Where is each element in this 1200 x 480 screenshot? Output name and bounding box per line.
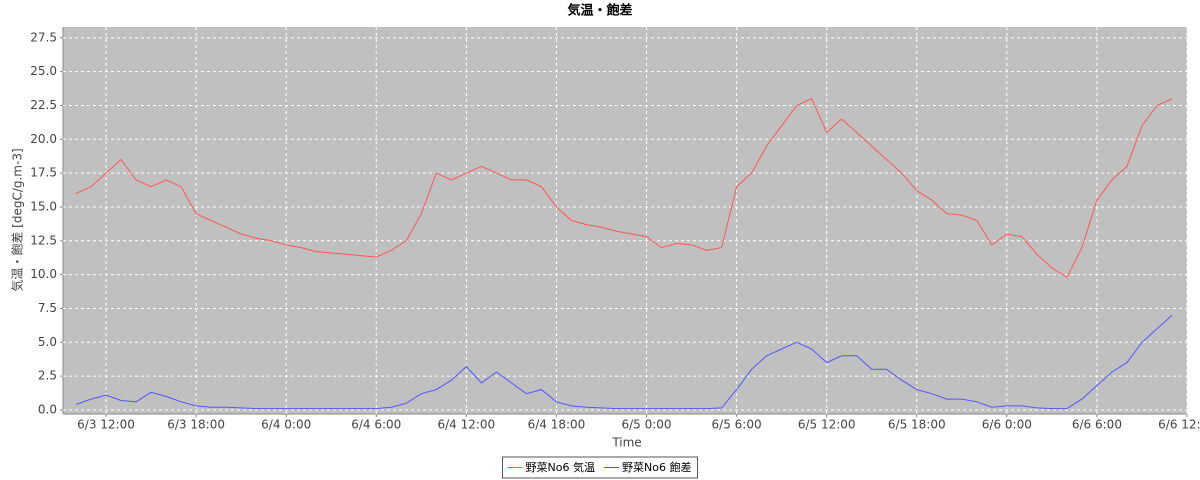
- x-tick-label: 6/4 0:00: [261, 418, 311, 432]
- x-tick-label: 6/4 12:00: [437, 418, 495, 432]
- y-axis-label: 気温・飽差 [degC/g.m-3]: [10, 148, 25, 291]
- y-tick-label: 5.0: [38, 335, 57, 349]
- legend-label: 野菜No6 飽差: [622, 460, 691, 474]
- y-tick-label: 2.5: [38, 369, 57, 383]
- x-tick-label: 6/5 0:00: [621, 418, 671, 432]
- y-tick-label: 22.5: [30, 98, 57, 112]
- data-line: [75, 314, 1173, 410]
- y-tick-label: 27.5: [30, 30, 57, 44]
- x-tick-label: 6/4 18:00: [528, 418, 586, 432]
- x-tick-label: 6/5 12:00: [798, 418, 856, 432]
- x-tick-label: 6/4 6:00: [351, 418, 401, 432]
- y-tick-label: 0.0: [38, 402, 57, 416]
- data-line: [75, 98, 1173, 279]
- x-tick-label: 6/3 12:00: [77, 418, 135, 432]
- x-tick-label: 6/5 18:00: [888, 418, 946, 432]
- x-tick-label: 6/6 12:00: [1158, 418, 1200, 432]
- legend-box: [502, 456, 698, 479]
- x-tick-label: 6/6 0:00: [982, 418, 1032, 432]
- x-tick-label: 6/6 6:00: [1072, 418, 1122, 432]
- y-tick-label: 15.0: [30, 199, 57, 213]
- x-axis-label: Time: [611, 436, 641, 450]
- plot-area: [63, 27, 1187, 414]
- legend-label: 野菜No6 気温: [526, 460, 595, 474]
- y-tick-label: 12.5: [30, 233, 57, 247]
- chart-title: 気温・飽差: [567, 3, 632, 19]
- x-tick-label: 6/3 18:00: [167, 418, 225, 432]
- y-tick-label: 17.5: [30, 166, 57, 180]
- legend: 野菜No6 気温 野菜No6 飽差: [502, 456, 698, 479]
- x-tick-label: 6/5 6:00: [712, 418, 762, 432]
- y-tick-label: 10.0: [30, 267, 57, 281]
- y-tick-label: 20.0: [30, 132, 57, 146]
- y-tick-label: 25.0: [30, 64, 57, 78]
- y-tick-label: 7.5: [38, 301, 57, 315]
